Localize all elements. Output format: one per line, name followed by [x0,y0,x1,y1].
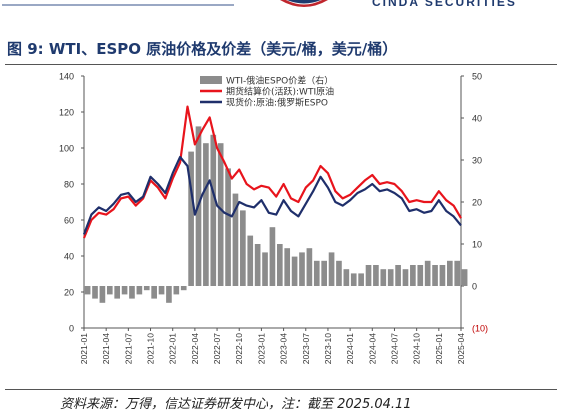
spread-bar [380,269,387,286]
spread-bar [210,134,217,286]
spread-bar [203,143,209,286]
spread-bar [350,273,357,286]
spread-bar [151,286,157,299]
spread-bar [417,265,424,286]
spread-bar [99,286,106,303]
y-left-tick-label: 140 [59,72,74,82]
x-tick-label: 2023-04 [279,333,289,364]
y-left-tick-label: 100 [59,144,74,154]
spread-bar [373,265,379,286]
y-right-tick-label: 50 [472,72,482,82]
spread-bar [365,265,372,286]
spread-bar [225,168,231,286]
spread-bar [358,273,364,286]
y-left-tick-label: 20 [64,288,74,298]
spread-bar [306,248,313,286]
x-tick-label: 2024-01 [345,333,355,364]
y-right-tick-label: 0 [472,282,477,292]
title-divider [5,64,557,65]
x-tick-label: 2021-04 [101,333,111,364]
spread-bar [173,286,180,295]
x-tick-label: 2023-01 [256,333,266,364]
spread-bar [432,265,438,286]
spread-bar [136,286,143,295]
source-note: 资料来源：万得，信达证券研发中心，注：截至 2025.04.11 [60,397,412,412]
brand-name: CINDA SECURITIES [372,0,517,9]
y-left-tick-label: 40 [64,252,74,262]
x-tick-label: 2025-01 [434,333,444,364]
x-tick-label: 2023-07 [301,333,311,364]
spread-bar [247,235,254,286]
legend-label: WTI-俄油ESPO价差（右） [226,75,333,87]
y-right-tick-label: (10) [472,324,488,334]
x-tick-label: 2022-01 [168,333,178,364]
x-tick-label: 2021-07 [123,333,133,364]
spread-bar [410,265,416,286]
y-left-tick-label: 0 [69,324,74,334]
spread-bar [395,265,401,286]
y-left-tick-label: 80 [64,180,74,190]
spread-bar [291,256,298,286]
spread-bar [447,260,453,286]
spread-bar [439,265,446,286]
spread-bar [92,286,98,299]
source-divider [5,389,557,390]
x-tick-label: 2022-07 [212,333,222,364]
spread-bar [180,286,187,291]
x-tick-label: 2025-04 [456,333,466,364]
spread-bar [106,286,113,295]
x-tick-label: 2024-10 [412,333,422,364]
spread-bar [387,269,394,286]
spread-bar [328,252,335,286]
spread-bar [158,286,165,295]
price-spread-chart: 0 20 40 60 80 100 120 140 (10) 0 10 20 30 40 50 2021-01… [59,72,488,365]
spread-bar [166,286,172,303]
brand-logo-icon [280,0,328,7]
x-tick-label: 2023-10 [323,333,333,364]
spread-bar [129,286,135,299]
y-right-tick-label: 20 [472,198,482,208]
wti-price-line [82,105,462,239]
header-accent-bar [2,4,234,6]
legend-swatch [200,76,222,84]
spread-bar [321,260,327,286]
spread-bar [461,269,468,286]
spread-bar [254,244,261,286]
y-right-tick-label: 10 [472,240,482,250]
x-tick-label: 2022-04 [190,333,200,364]
spread-bar [454,260,461,286]
spread-bar [343,269,350,286]
spread-bar [232,193,239,286]
spread-bar [188,151,194,286]
spread-bar [424,260,431,286]
spread-bar [336,260,342,286]
legend-label: 期货结算价(活跃):WTI原油 [226,86,334,98]
spread-bar [284,248,291,286]
spread-bar [217,143,224,286]
spread-bar [84,286,91,295]
spread-bar [299,252,305,286]
spread-bar [402,269,409,286]
x-tick-label: 2021-01 [79,333,89,364]
spread-bar [240,210,246,286]
x-tick-label: 2022-10 [234,333,244,364]
spread-bar [262,252,268,286]
y-left-tick-label: 120 [59,108,74,118]
page-header: CINDA SECURITIES [0,0,562,14]
spread-bar [269,227,276,286]
x-tick-label: 2024-07 [389,333,399,364]
y-right-tick-label: 30 [472,156,482,166]
x-tick-label: 2021-10 [146,333,156,364]
figure-title: 图 9: WTI、ESPO 原油价格及价差（美元/桶，美元/桶） [7,40,398,58]
x-tick-label: 2024-04 [367,333,377,364]
spread-bar [143,286,150,291]
spread-bar [121,286,128,295]
spread-bar [276,244,283,286]
spread-bar [114,286,121,299]
y-right-tick-label: 40 [472,114,482,124]
y-left-tick-label: 60 [64,216,74,226]
legend-label: 现货价:原油:俄罗斯ESPO [226,97,328,109]
espo-price-line [82,155,462,235]
spread-bar [313,260,320,286]
